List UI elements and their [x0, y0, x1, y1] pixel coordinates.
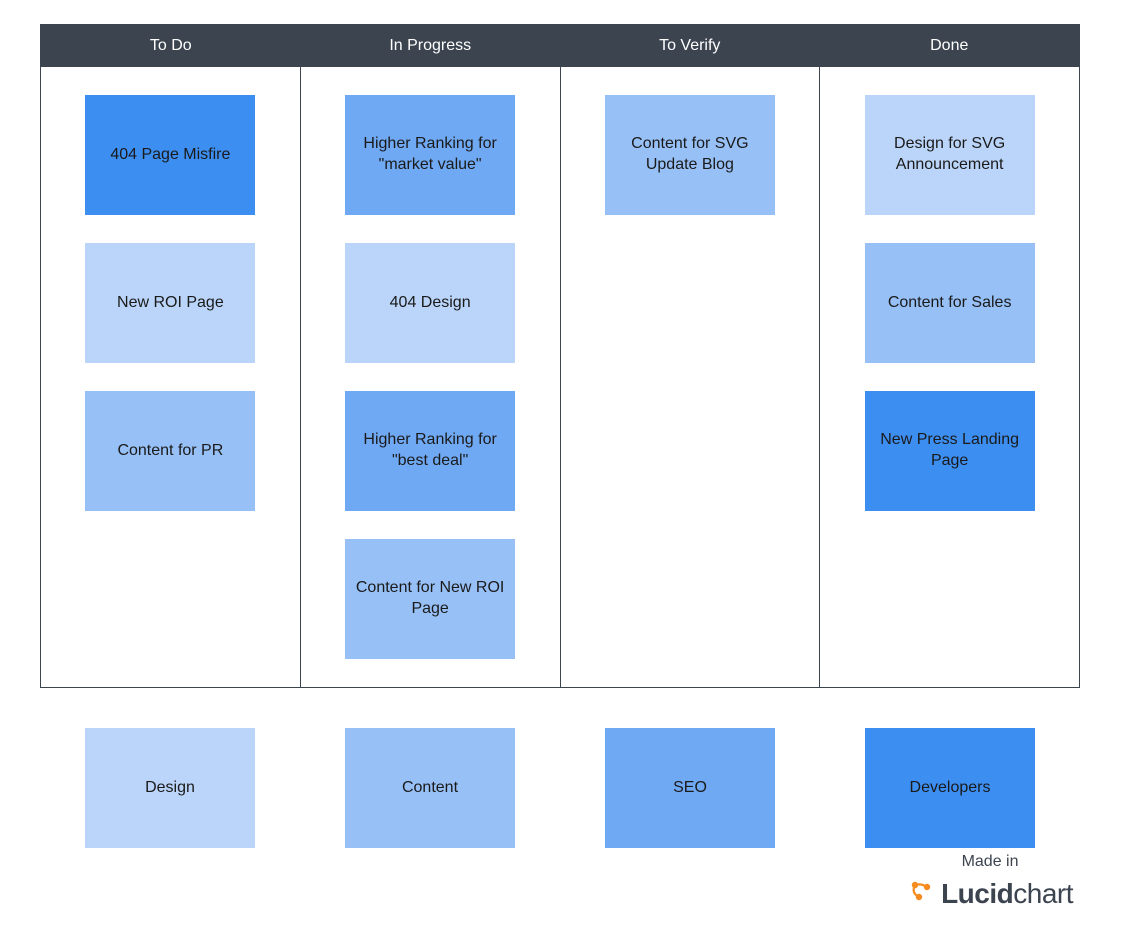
lucidchart-logo-text: Lucidchart: [941, 878, 1073, 910]
kanban-header-cell: Done: [820, 25, 1080, 67]
legend-item: SEO: [605, 728, 775, 848]
legend-item: Content: [345, 728, 515, 848]
lucidchart-logo-icon: [907, 877, 935, 910]
kanban-card[interactable]: New Press Landing Page: [865, 391, 1035, 511]
kanban-board: To DoIn ProgressTo VerifyDone 404 Page M…: [40, 24, 1080, 688]
logo-text-light: chart: [1013, 878, 1073, 909]
kanban-column: Higher Ranking for "market value" 404 Des…: [301, 67, 561, 687]
kanban-card[interactable]: Higher Ranking for "best deal": [345, 391, 515, 511]
logo-text-bold: Lucid: [941, 878, 1013, 909]
kanban-header-cell: To Do: [41, 25, 301, 67]
kanban-column: Design for SVG Announcement Content for S…: [820, 67, 1079, 687]
kanban-card[interactable]: Content for PR: [85, 391, 255, 511]
kanban-header-cell: To Verify: [560, 25, 820, 67]
kanban-column: 404 Page Misfire New ROI Page Content for …: [41, 67, 301, 687]
kanban-header-cell: In Progress: [301, 25, 561, 67]
legend-item: Design: [85, 728, 255, 848]
legend-item: Developers: [865, 728, 1035, 848]
kanban-card[interactable]: 404 Design: [345, 243, 515, 363]
kanban-header-row: To DoIn ProgressTo VerifyDone: [41, 25, 1079, 67]
kanban-card[interactable]: Content for New ROI Page: [345, 539, 515, 659]
attribution-made-in: Made in: [907, 853, 1073, 871]
kanban-card[interactable]: Design for SVG Announcement: [865, 95, 1035, 215]
kanban-card[interactable]: New ROI Page: [85, 243, 255, 363]
kanban-card[interactable]: Higher Ranking for "market value": [345, 95, 515, 215]
kanban-card[interactable]: 404 Page Misfire: [85, 95, 255, 215]
attribution: Made in Lucidchart: [907, 853, 1073, 910]
kanban-card[interactable]: Content for SVG Update Blog: [605, 95, 775, 215]
legend-row: Design Content SEO Developers: [40, 728, 1080, 848]
kanban-columns-row: 404 Page Misfire New ROI Page Content for …: [41, 67, 1079, 687]
kanban-column: Content for SVG Update Blog: [561, 67, 821, 687]
lucidchart-logo: Lucidchart: [907, 877, 1073, 910]
kanban-card[interactable]: Content for Sales: [865, 243, 1035, 363]
